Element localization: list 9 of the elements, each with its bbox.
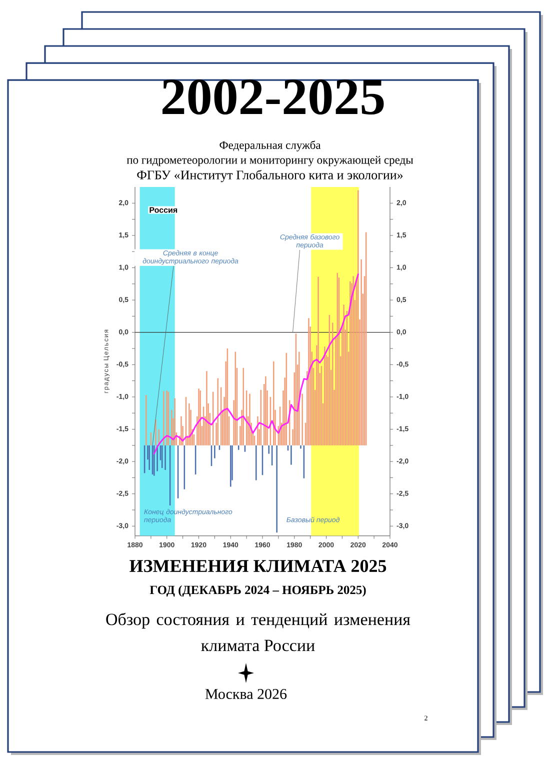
text: Обзор состояния и тенденций изменения климата России	[106, 612, 410, 652]
annotation: Россия	[150, 207, 178, 213]
chart-subtitle: Федеральная служба	[220, 140, 321, 152]
text: ФГБУ «Институт Глобального кита и экологии»	[137, 170, 403, 182]
text: Москва 2026	[205, 688, 287, 700]
text: по гидрометеорологии и мониторингу окружающей среды	[126, 156, 414, 166]
chart-title: 2002-2025	[162, 79, 384, 115]
text: ИЗМЕНЕНИЯ КЛИМАТА 2025	[130, 560, 386, 572]
text: ГОД (ДЕКАБРЬ 2024 – НОЯБРЬ 2025)	[150, 585, 366, 597]
